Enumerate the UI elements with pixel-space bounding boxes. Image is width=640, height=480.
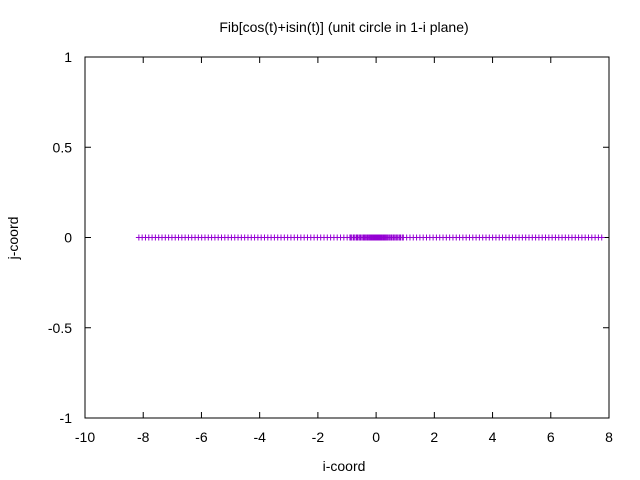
x-tick-label: 4 — [489, 429, 497, 445]
y-axis-label: j-coord — [5, 217, 21, 261]
x-tick-label: -10 — [75, 429, 95, 445]
data-point — [598, 234, 605, 241]
x-tick-label: -2 — [312, 429, 325, 445]
y-axis: -1 -0.5 0 0.5 1 — [48, 49, 609, 426]
y-tick-label: 0 — [64, 230, 72, 246]
y-tick-label: 0.5 — [53, 139, 73, 155]
chart-title: Fib[cos(t)+isin(t)] (unit circle in 1-i … — [219, 19, 468, 35]
x-tick-label: 2 — [430, 429, 438, 445]
y-tick-label: -1 — [60, 410, 73, 426]
x-tick-label: 0 — [372, 429, 380, 445]
x-tick-label: -6 — [195, 429, 208, 445]
y-tick-label: -0.5 — [48, 320, 72, 336]
y-tick-label: 1 — [64, 49, 72, 65]
x-tick-label: 6 — [547, 429, 555, 445]
x-tick-label: -8 — [137, 429, 150, 445]
x-axis-label: i-coord — [323, 458, 366, 474]
x-axis: -10 -8 -6 -4 -2 0 2 4 6 8 — [75, 57, 613, 445]
data-series — [135, 234, 605, 241]
x-tick-label: -4 — [253, 429, 266, 445]
data-point — [399, 234, 406, 241]
x-tick-label: 8 — [605, 429, 613, 445]
